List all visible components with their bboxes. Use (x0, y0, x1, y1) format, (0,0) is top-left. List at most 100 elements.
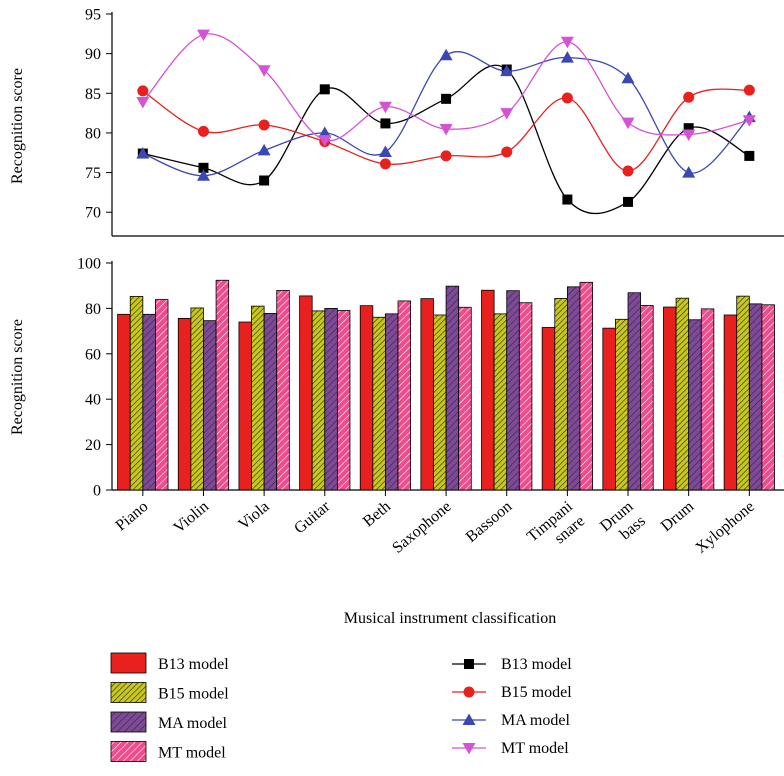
bar-mt-model-guitar (336, 310, 351, 491)
bar-ma-model-drum-bass (627, 292, 642, 491)
bar-b13-model-viola (238, 321, 252, 491)
bar-ma-model-xylophone (748, 303, 763, 491)
bar-b15-model-bassoon (493, 313, 508, 491)
data-point-mt-model-timpani-snare (560, 36, 574, 49)
bar-legend-swatch (110, 682, 147, 703)
x-tick-label-saxophone: Saxophone (389, 498, 454, 557)
bar-legend-swatch (110, 711, 147, 733)
x-axis-title: Musical instrument classification (344, 610, 556, 627)
bar-b15-model-drum (675, 297, 690, 491)
data-point-mt-model-viola (257, 65, 271, 77)
bar-legend-label: B15 model (158, 686, 229, 703)
data-point-mt-model-piano (136, 97, 150, 109)
bar-ma-model-saxophone (445, 285, 460, 491)
line-chart-y-tick-label: 70 (85, 205, 101, 222)
line-series-b15-model (137, 84, 755, 177)
line-series-mt-model (136, 29, 756, 147)
bar-mt-model-beth (397, 300, 412, 491)
line-chart-y-tick-label: 85 (85, 86, 101, 103)
line-legend-marker (462, 713, 476, 725)
bar-mt-model-piano (155, 299, 169, 491)
x-tick-label-viola: Viola (235, 498, 272, 533)
data-point-b13-model-viola (259, 175, 270, 186)
bar-b15-model-saxophone (433, 314, 447, 491)
bar-b15-model-viola (251, 305, 265, 491)
x-tick-label-piano: Piano (113, 498, 152, 534)
line-legend: B13 model B15 model MA model MT model (452, 656, 572, 757)
bar-series-mt-model (155, 279, 775, 491)
data-point-ma-model-saxophone (439, 48, 453, 61)
line-legend-label: MA model (501, 712, 570, 729)
bar-ma-model-violin (203, 320, 217, 491)
bar-mt-model-bassoon (518, 302, 533, 491)
bar-mt-model-drum (700, 308, 715, 491)
data-point-mt-model-drum (682, 129, 696, 142)
bar-ma-model-beth (385, 313, 399, 491)
data-point-ma-model-viola (257, 143, 271, 156)
data-point-b15-model-viola (258, 119, 270, 131)
line-legend-marker (464, 659, 474, 669)
bar-mt-model-timpani-snare (579, 281, 593, 491)
bar-b13-model-timpani-snare (541, 327, 556, 491)
data-point-b15-model-timpani-snare (561, 92, 573, 104)
bar-chart-y-axis-label: Recognition score (9, 319, 26, 435)
data-point-b15-model-piano (137, 85, 149, 97)
data-point-ma-model-violin (196, 169, 210, 181)
data-point-b15-model-violin (197, 125, 209, 137)
x-tick-label-timpani-snare: Timpanisnare (524, 498, 589, 560)
data-point-b15-model-saxophone (440, 150, 452, 162)
line-chart-panel: Recognition score 70 75 80 85 90 95 (9, 7, 784, 237)
data-point-b15-model-drum-bass (622, 165, 634, 177)
data-point-b13-model-beth (380, 118, 391, 129)
bar-mt-model-violin (215, 279, 230, 491)
bar-b15-model-violin (190, 307, 204, 491)
data-point-mt-model-bassoon (500, 108, 514, 120)
bar-mt-model-viola (276, 290, 290, 491)
data-point-mt-model-saxophone (439, 123, 453, 136)
data-point-b15-model-xylophone (743, 84, 755, 96)
line-legend-marker (463, 686, 475, 698)
data-point-b13-model-drum-bass (623, 196, 634, 207)
data-point-b13-model-violin (198, 162, 209, 173)
bar-b13-model-guitar (299, 295, 313, 491)
bar-b13-model-drum-bass (602, 327, 616, 491)
bar-ma-model-drum (688, 319, 702, 491)
bar-ma-model-timpani-snare (566, 286, 581, 491)
line-series-b13-model (137, 64, 755, 215)
bar-b13-model-violin (177, 317, 192, 491)
data-point-ma-model-bassoon (500, 64, 514, 77)
bar-chart-y-tick-label: 60 (85, 346, 101, 363)
line-legend-label: B15 model (501, 684, 572, 701)
x-tick-label-guitar: Guitar (291, 498, 334, 538)
data-point-b13-model-xylophone (744, 150, 755, 161)
data-point-b15-model-bassoon (501, 146, 513, 158)
data-point-mt-model-xylophone (742, 115, 756, 127)
x-tick-label-violin: Violin (171, 498, 213, 537)
data-point-b13-model-drum (683, 123, 694, 134)
line-chart-y-tick-label: 80 (85, 125, 101, 142)
bar-b15-model-xylophone (736, 295, 750, 491)
line-legend-item-mt-model: MT model (452, 740, 569, 757)
data-point-mt-model-drum-bass (621, 117, 635, 130)
line-legend-item-b13-model: B13 model (452, 656, 572, 673)
line-legend-item-b15-model: B15 model (452, 684, 572, 701)
bar-ma-model-viola (263, 312, 278, 491)
data-point-ma-model-beth (378, 145, 392, 157)
bar-b13-model-xylophone (723, 314, 738, 491)
bar-b15-model-timpani-snare (554, 298, 568, 491)
line-legend-item-ma-model: MA model (452, 712, 570, 729)
data-point-b13-model-timpani-snare (562, 194, 573, 205)
bar-series-ma-model (142, 285, 763, 491)
bar-mt-model-xylophone (761, 304, 775, 491)
data-point-ma-model-piano (136, 147, 150, 159)
line-legend-label: B13 model (501, 656, 572, 673)
series-line-b15-model (142, 88, 750, 172)
bar-legend-label: MA model (158, 715, 227, 732)
x-tick-label-drum: Drum (658, 498, 698, 535)
data-point-ma-model-guitar (318, 126, 332, 138)
bar-legend-swatch (110, 652, 147, 674)
line-legend-label: MT model (501, 740, 569, 757)
bar-mt-model-drum-bass (640, 305, 654, 491)
bar-legend-item-b15-model: B15 model (110, 682, 229, 703)
